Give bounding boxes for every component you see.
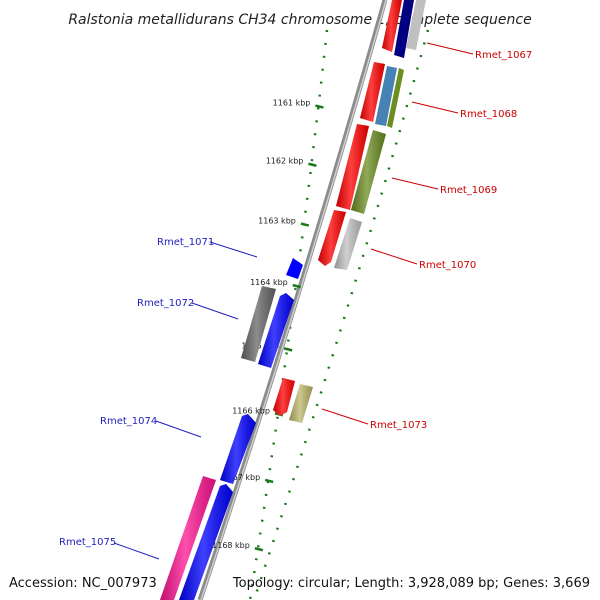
scale-tick-label: 1163 kbp (258, 217, 296, 226)
scale-tick (292, 283, 302, 289)
gene-rmet-1068[interactable] (360, 62, 404, 128)
map-title: Ralstonia metallidurans CH34 chromosome … (68, 12, 531, 28)
gene-rmet-1071[interactable] (286, 258, 303, 279)
gene-label-rmet-1069[interactable]: Rmet_1069 (440, 185, 497, 196)
gene-rmet-1072[interactable] (241, 286, 294, 368)
gene-label-rmet-1067[interactable]: Rmet_1067 (475, 50, 532, 61)
scale-tick (254, 547, 264, 552)
gene-rmet-1067[interactable] (382, 0, 426, 58)
scale-tick-label: 1166 kbp (232, 406, 270, 415)
gene-label-rmet-1071[interactable]: Rmet_1071 (157, 237, 214, 248)
gene-rmet-1075[interactable] (160, 476, 233, 600)
scale-tick-label: 1164 kbp (250, 278, 288, 287)
scale-ticks: 1161 kbp 1162 kbp 1163 kbp 1164 kbp 1165 kbp… (212, 99, 324, 552)
gene-label-rmet-1075[interactable]: Rmet_1075 (59, 537, 116, 548)
scale-tick-label: 1161 kbp (273, 99, 311, 108)
gene-rmet-1070[interactable] (318, 210, 362, 270)
scale-tick-label: 1168 kbp (212, 541, 250, 550)
scale-tick (264, 478, 274, 484)
scale-tick (300, 222, 310, 227)
scale-tick-label: 1162 kbp (266, 157, 304, 166)
accession-text: Accession: NC_007973 (9, 576, 157, 591)
gene-rmet-1073[interactable] (273, 378, 313, 423)
scale-tick-label: 1165 kbp (241, 341, 279, 350)
gene-label-rmet-1070[interactable]: Rmet_1070 (419, 260, 476, 271)
gene-label-rmet-1068[interactable]: Rmet_1068 (460, 109, 517, 120)
gene-rmet-1074[interactable] (220, 414, 256, 484)
gene-rmet-1069[interactable] (336, 124, 386, 214)
gene-label-rmet-1072[interactable]: Rmet_1072 (137, 298, 194, 309)
chromosome-backbone (197, 0, 388, 600)
gene-label-rmet-1074[interactable]: Rmet_1074 (100, 416, 157, 427)
scale-tick-label: 1167 kbp (222, 473, 260, 482)
scale-tick (315, 104, 324, 109)
scale-tick (308, 162, 317, 167)
scale-tick (283, 347, 293, 352)
gene-label-rmet-1073[interactable]: Rmet_1073 (370, 420, 427, 431)
genome-summary-text: Topology: circular; Length: 3,928,089 bp… (232, 576, 590, 591)
chromosome-backbone-highlight (200, 0, 387, 600)
label-leaders (113, 42, 474, 560)
